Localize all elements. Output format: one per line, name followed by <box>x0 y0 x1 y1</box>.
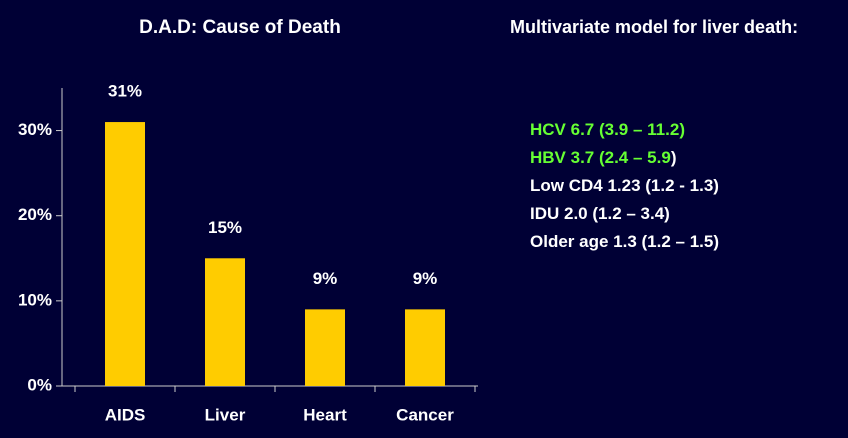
bar <box>305 309 345 386</box>
bar <box>105 122 145 387</box>
x-tick-label: AIDS <box>105 405 146 424</box>
panel-line: HCV 6.7 (3.9 – 11.2) <box>530 116 719 144</box>
chart-title: D.A.D: Cause of Death <box>139 17 341 38</box>
panel-line: Low CD4 1.23 (1.2 - 1.3) <box>530 172 719 200</box>
y-tick-label: 30% <box>18 120 52 139</box>
x-tick-label: Heart <box>303 405 347 424</box>
value-label: 9% <box>413 269 438 288</box>
panel-lines: HCV 6.7 (3.9 – 11.2) HBV 3.7 (2.4 – 5.9) L… <box>530 116 719 256</box>
panel-line: IDU 2.0 (1.2 – 3.4) <box>530 200 719 228</box>
line-part: Older age 1.3 (1.2 – 1.5) <box>530 232 719 251</box>
bar <box>205 258 245 386</box>
value-label: 15% <box>208 218 242 237</box>
x-tick-label: Liver <box>205 405 246 424</box>
panel-line: Older age 1.3 (1.2 – 1.5) <box>530 228 719 256</box>
line-part: Low CD4 1.23 (1.2 - 1.3) <box>530 176 719 195</box>
y-tick-label: 20% <box>18 205 52 224</box>
line-part: IDU 2.0 (1.2 – 3.4) <box>530 204 670 223</box>
value-label: 9% <box>313 269 338 288</box>
panel-heading: Multivariate model for liver death: <box>510 17 799 37</box>
line-part: HBV 3.7 (2.4 – 5.9 <box>530 148 671 167</box>
x-tick-label: Cancer <box>396 405 454 424</box>
line-part: HCV 6.7 (3.9 – 11.2) <box>530 120 685 139</box>
bar <box>405 309 445 386</box>
y-tick-label: 0% <box>27 375 52 394</box>
y-tick-label: 10% <box>18 290 52 309</box>
value-label: 31% <box>108 82 142 101</box>
panel-line: HBV 3.7 (2.4 – 5.9) <box>530 144 719 172</box>
line-part: ) <box>670 148 677 167</box>
